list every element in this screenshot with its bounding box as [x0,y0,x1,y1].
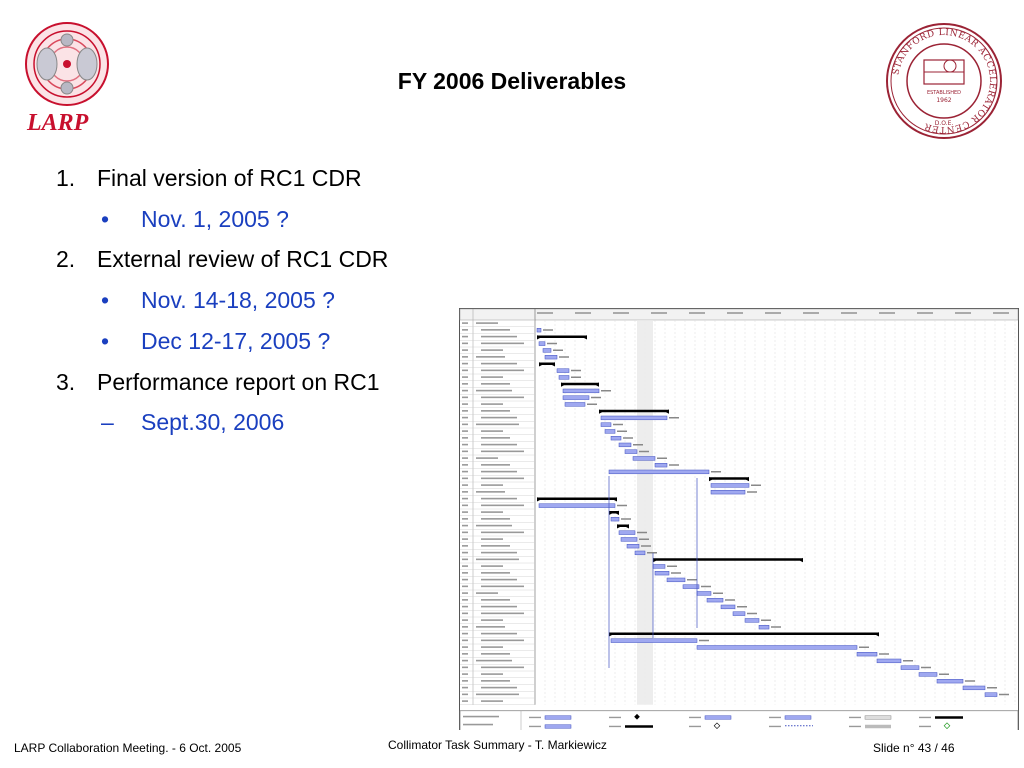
gantt-bars [536,328,1009,697]
gantt-chart-image [459,308,1019,730]
slac-seal-logo: STANFORD LINEAR ACCELERATOR CENTER ESTAB… [886,23,1002,139]
larp-logo-text: LARP [27,110,89,136]
seal-dept: D.O.E. [935,120,954,127]
item-number: 1. [56,165,76,191]
item-text: Nov. 1, 2005 ? [141,206,289,232]
bullet-marker: • [101,328,110,354]
item-number: 2. [56,246,76,272]
bullet-marker: • [101,287,110,313]
slide-title: FY 2006 Deliverables [397,68,627,94]
gantt-legend [459,710,1019,730]
item-number: 3. [56,369,76,395]
footer-slide-number: Slide n° 43 / 46 [873,741,955,755]
footer-meeting: LARP Collaboration Meeting. - 6 Oct. 200… [14,741,242,755]
item-text: Dec 12-17, 2005 ? [141,328,331,354]
bullet-marker: – [101,409,114,435]
seal-year: 1962 [936,97,951,104]
footer-presentation: Collimator Task Summary - T. Markiewicz [388,738,607,752]
item-text: Nov. 14-18, 2005 ? [141,287,335,313]
bullet-marker: • [101,206,110,232]
item-text: Final version of RC1 CDR [97,165,362,191]
larp-logo [25,22,109,106]
seal-established: ESTABLISHED [927,90,961,96]
item-text: Performance report on RC1 [97,369,380,395]
item-text: Sept.30, 2006 [141,409,285,435]
item-text: External review of RC1 CDR [97,246,389,272]
